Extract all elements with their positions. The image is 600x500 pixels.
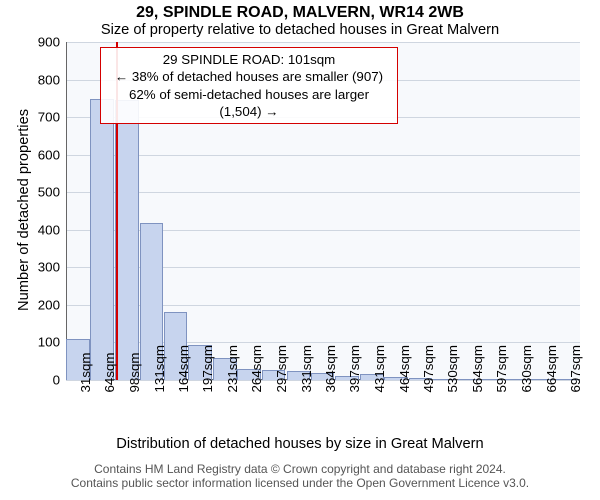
y-tick-label: 400: [20, 222, 60, 237]
gridline: [66, 155, 580, 156]
histogram-bar: [115, 100, 139, 380]
y-tick-label: 700: [20, 110, 60, 125]
footer-attribution: Contains HM Land Registry data © Crown c…: [0, 462, 600, 491]
y-tick-label: 900: [20, 35, 60, 50]
y-tick-label: 600: [20, 147, 60, 162]
y-tick-label: 500: [20, 185, 60, 200]
gridline: [66, 42, 580, 43]
y-tick-label: 100: [20, 335, 60, 350]
y-axis-line: [66, 42, 67, 380]
y-tick-label: 300: [20, 260, 60, 275]
x-axis-label: Distribution of detached houses by size …: [0, 436, 600, 452]
page-subtitle: Size of property relative to detached ho…: [0, 22, 600, 38]
y-tick-label: 800: [20, 72, 60, 87]
annotation-box: 29 SPINDLE ROAD: 101sqm ← 38% of detache…: [100, 47, 398, 124]
page-title: 29, SPINDLE ROAD, MALVERN, WR14 2WB: [0, 4, 600, 22]
histogram-bar: [90, 99, 114, 380]
annotation-line-1: 29 SPINDLE ROAD: 101sqm: [107, 51, 391, 68]
annotation-line-3: 62% of semi-detached houses are larger (…: [107, 86, 391, 121]
y-axis-label: Number of detached properties: [16, 111, 32, 311]
y-tick-label: 200: [20, 297, 60, 312]
y-tick-label: 0: [20, 373, 60, 388]
footer-line-2: Contains public sector information licen…: [0, 476, 600, 490]
gridline: [66, 192, 580, 193]
annotation-line-2: ← 38% of detached houses are smaller (90…: [107, 68, 391, 85]
footer-line-1: Contains HM Land Registry data © Crown c…: [0, 462, 600, 476]
